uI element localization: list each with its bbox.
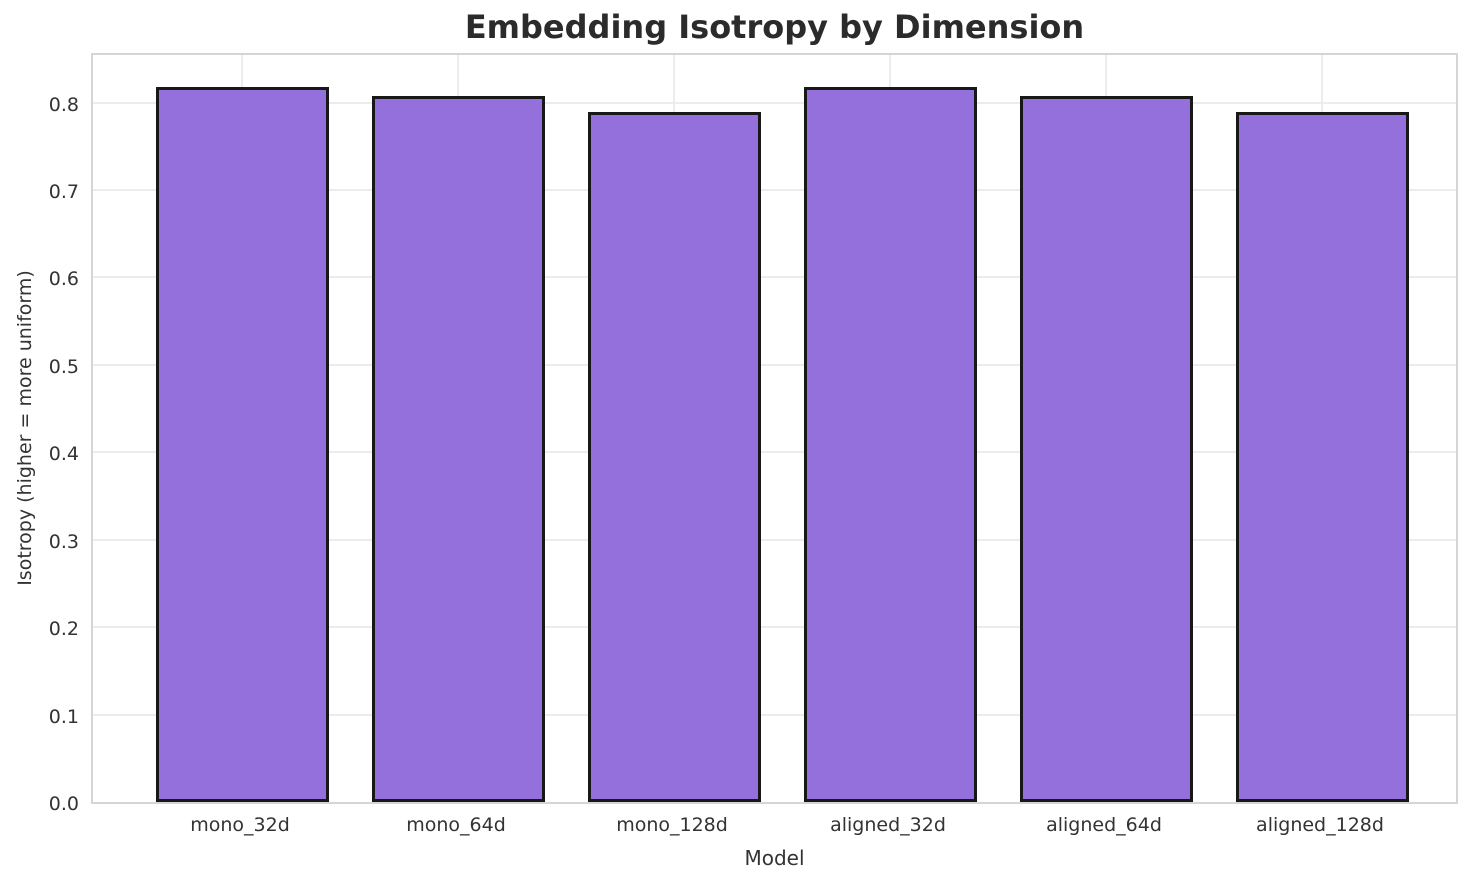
- h-gridline-0.3: [93, 538, 1456, 541]
- x-tick-label-aligned_64d: aligned_64d: [1046, 814, 1162, 836]
- x-tick-label-aligned_128d: aligned_128d: [1256, 814, 1384, 836]
- x-tick-label-aligned_32d: aligned_32d: [830, 814, 946, 836]
- h-gridline-0.6: [93, 276, 1456, 279]
- h-gridline-0.1: [93, 713, 1456, 716]
- y-tick-label-0.0: 0.0: [48, 793, 79, 815]
- bar-aligned_32d: [803, 87, 977, 802]
- h-gridline-0.2: [93, 626, 1456, 629]
- x-tick-label-mono_32d: mono_32d: [190, 814, 290, 836]
- h-gridline-0.5: [93, 363, 1456, 366]
- x-tick-label-mono_128d: mono_128d: [616, 814, 728, 836]
- y-tick-label-0.3: 0.3: [48, 530, 79, 553]
- y-tick-label-0.8: 0.8: [48, 93, 79, 116]
- y-tick-label-0.2: 0.2: [48, 618, 79, 641]
- h-gridline-0.7: [93, 189, 1456, 192]
- x-axis-label: Model: [744, 846, 805, 870]
- y-tick-label-0.7: 0.7: [48, 181, 79, 203]
- y-tick-label-0.1: 0.1: [48, 705, 79, 728]
- y-tick-label-0.4: 0.4: [48, 443, 79, 466]
- plot-area: [91, 53, 1458, 804]
- bar-aligned_128d: [1235, 112, 1409, 802]
- chart-title: Embedding Isotropy by Dimension: [464, 8, 1085, 46]
- y-tick-label-0.6: 0.6: [48, 268, 79, 291]
- y-tick-label-0.5: 0.5: [48, 355, 79, 378]
- bar-mono_64d: [371, 96, 545, 802]
- x-tick-label-mono_64d: mono_64d: [406, 814, 506, 836]
- bar-mono_32d: [155, 87, 329, 802]
- bar-aligned_64d: [1019, 96, 1193, 802]
- bar-mono_128d: [587, 112, 761, 802]
- h-gridline-0.8: [93, 101, 1456, 104]
- y-axis-label: Isotropy (higher = more uniform): [14, 270, 36, 586]
- h-gridline-0.4: [93, 451, 1456, 454]
